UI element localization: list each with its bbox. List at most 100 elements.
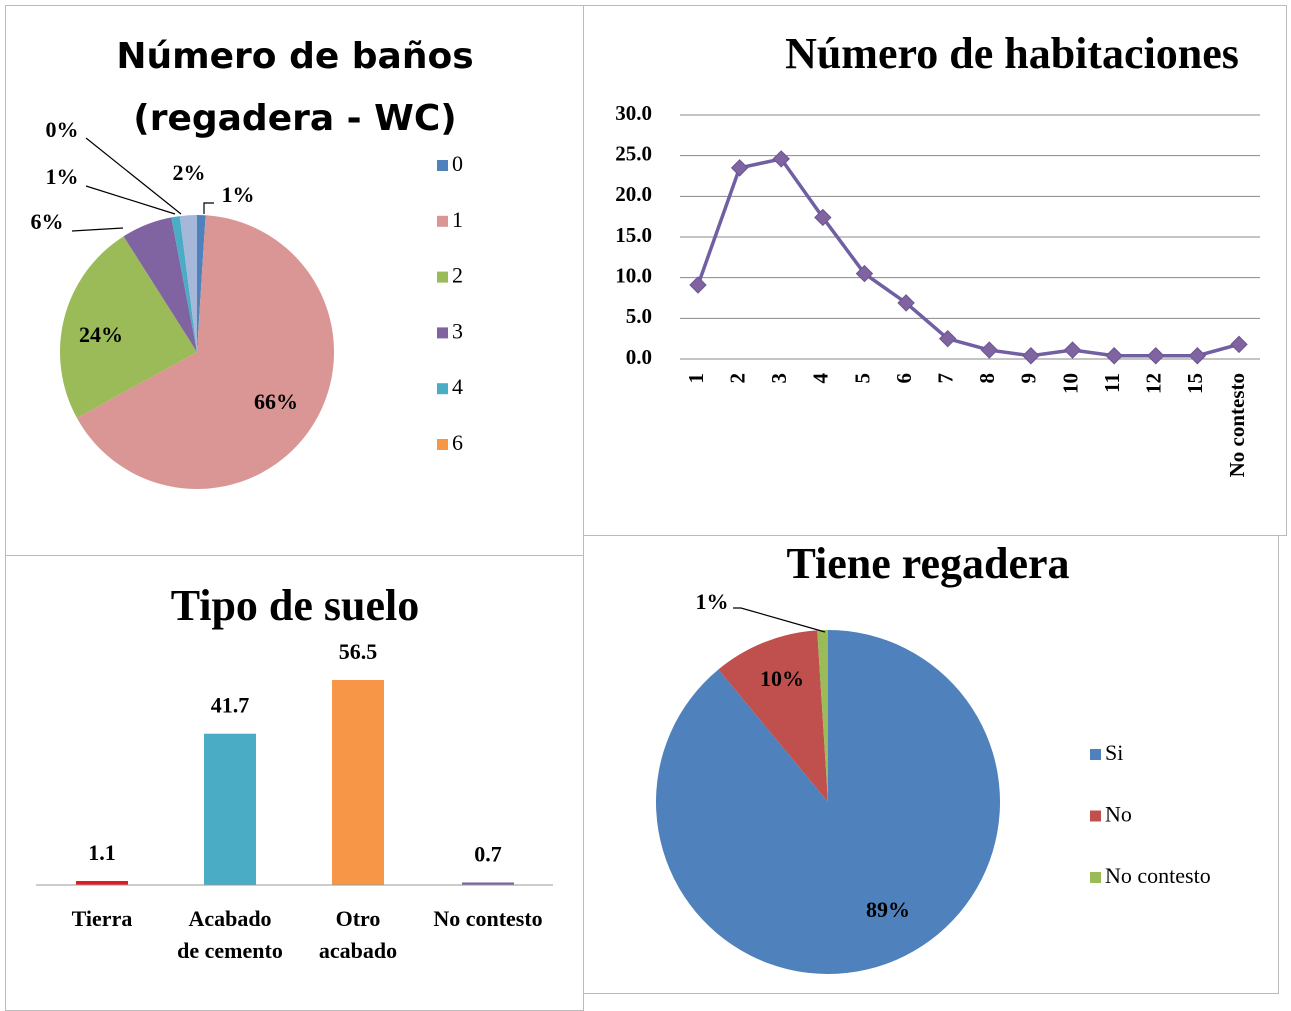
- x-tick-label: 12: [1142, 373, 1166, 394]
- y-tick-label: 10.0: [615, 263, 652, 287]
- legend-label: 4: [452, 374, 463, 399]
- legend-label: 1: [452, 207, 463, 232]
- legend-label: 0: [452, 151, 463, 176]
- pie-slice: [76, 215, 334, 490]
- marker: [938, 329, 957, 348]
- marker: [1022, 347, 1040, 365]
- chart-title: Tiene regadera: [786, 539, 1069, 588]
- x-tick-label: 8: [975, 373, 999, 384]
- chart-title: Número de habitaciones: [785, 29, 1239, 78]
- marker: [1188, 347, 1207, 365]
- legend-swatch: [1090, 749, 1101, 760]
- x-tick-label: Acabado de cemento: [177, 906, 283, 963]
- leader-line: [733, 607, 826, 633]
- marker: [980, 341, 999, 359]
- legend-swatch: [437, 215, 448, 227]
- legend-swatch: [437, 383, 448, 395]
- marker: [897, 294, 915, 312]
- marker: [855, 264, 874, 283]
- x-tick-label: 1: [684, 373, 708, 384]
- legend-label: Si: [1105, 740, 1123, 765]
- legend-label: No contesto: [1105, 863, 1211, 888]
- chart-title-group: Número de baños (regadera - WC): [116, 36, 473, 139]
- data-label: 1%: [696, 589, 729, 614]
- data-label: 89%: [866, 897, 910, 922]
- pie-slice: [655, 630, 1000, 975]
- marker: [1063, 341, 1082, 359]
- y-tick-label: 15.0: [615, 223, 652, 247]
- data-label: 0%: [46, 117, 79, 142]
- data-label: 1%: [222, 182, 255, 207]
- leader-line: [203, 202, 214, 214]
- legend-swatch: [1090, 810, 1101, 822]
- marker: [814, 208, 832, 227]
- pie-slice: [179, 215, 197, 352]
- data-label: 1%: [46, 164, 79, 189]
- x-tick-label: 5: [850, 373, 874, 384]
- pie-slice: [123, 217, 197, 352]
- data-label: 66%: [254, 389, 298, 414]
- legend-swatch: [1090, 872, 1101, 883]
- x-tick-label: Tierra: [71, 906, 133, 931]
- marker: [1105, 347, 1123, 365]
- leader-line: [85, 185, 176, 215]
- data-label: 0.7: [474, 842, 502, 867]
- legend-swatch: [437, 327, 448, 339]
- bar: [332, 680, 384, 885]
- x-tick-label: 2: [725, 373, 749, 384]
- marker: [1147, 347, 1165, 365]
- y-tick-label: 30.0: [615, 101, 652, 125]
- chart-title: (regadera - WC): [133, 98, 457, 139]
- y-tick-label: 20.0: [615, 182, 652, 206]
- x-tick-label: 11: [1100, 373, 1124, 393]
- legend-label: 2: [452, 263, 463, 288]
- data-label: 6%: [31, 209, 64, 234]
- chart-title: Tipo de suelo: [171, 581, 420, 630]
- legend-label: 3: [452, 318, 463, 343]
- legend-label: No: [1105, 802, 1132, 827]
- legend-swatch: [437, 271, 448, 283]
- panel: [583, 5, 1287, 536]
- marker: [730, 159, 749, 177]
- x-tick-label: No contesto: [433, 906, 543, 931]
- pie-slice: [171, 216, 197, 352]
- legend-swatch: [437, 160, 448, 171]
- y-tick-label: 25.0: [615, 141, 652, 165]
- panel: [583, 535, 1279, 994]
- pie-slice: [59, 236, 198, 419]
- marker: [772, 150, 790, 168]
- x-tick-label: Otro acabado: [318, 906, 398, 963]
- data-label: 41.7: [211, 693, 250, 718]
- x-tick-label: 4: [809, 373, 833, 384]
- x-tick-label: 10: [1058, 373, 1082, 394]
- bar: [76, 881, 128, 885]
- y-tick-label: 5.0: [626, 304, 652, 328]
- chart-title: Número de baños: [116, 36, 473, 77]
- bar: [462, 882, 514, 885]
- x-tick-label: 6: [892, 373, 916, 384]
- data-label: 1.1: [88, 840, 116, 865]
- legend-swatch: [437, 439, 448, 450]
- x-tick-label: 15: [1183, 373, 1207, 394]
- pie-slice: [718, 630, 828, 802]
- marker: [1230, 335, 1248, 354]
- bar: [204, 733, 256, 885]
- data-label: 2%: [173, 160, 206, 185]
- leader-line: [85, 137, 182, 215]
- y-tick-label: 0.0: [626, 345, 652, 369]
- pie-slice: [197, 215, 206, 352]
- data-label: 56.5: [339, 639, 378, 664]
- x-tick-label: 3: [767, 373, 791, 384]
- marker: [689, 276, 707, 294]
- x-tick-label: 9: [1017, 373, 1041, 384]
- x-tick-label: 7: [934, 373, 958, 384]
- line: [696, 156, 1240, 358]
- data-label: 10%: [760, 666, 804, 691]
- pie-slice: [817, 630, 828, 802]
- data-label: 24%: [79, 322, 123, 347]
- leader-line: [71, 227, 124, 232]
- legend-label: 6: [452, 430, 463, 455]
- x-tick-label: No contesto: [1225, 373, 1249, 477]
